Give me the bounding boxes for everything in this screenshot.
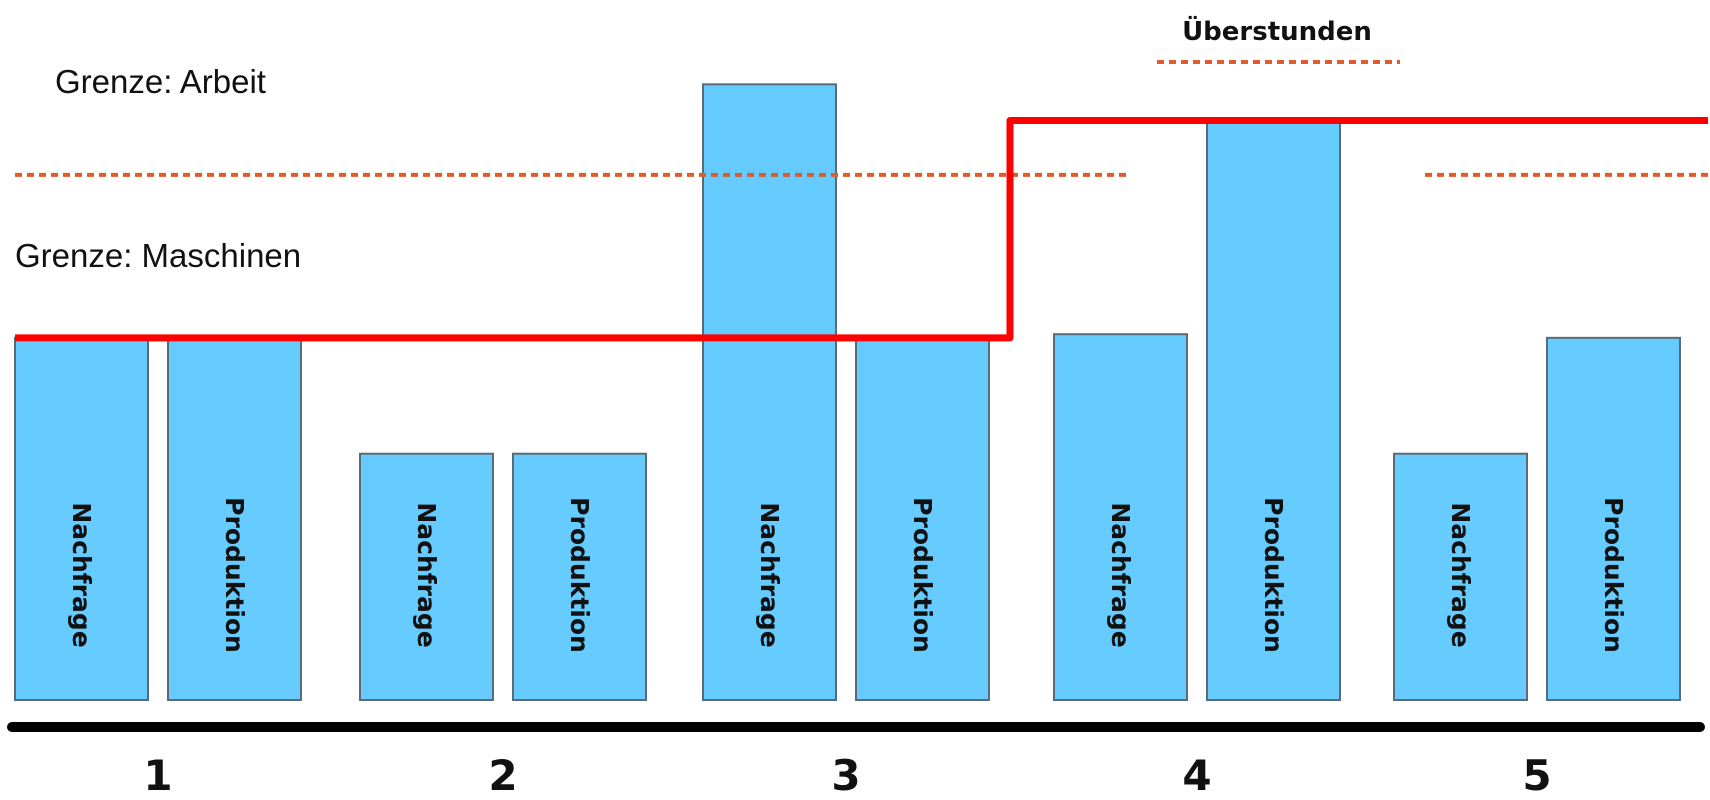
- x-tick-label-5: 5: [1522, 751, 1551, 800]
- x-tick-label-2: 2: [488, 751, 517, 800]
- bar-label-nachfrage-5: Nachfrage: [1446, 502, 1475, 647]
- bar-label-produktion-3: Produktion: [908, 497, 937, 653]
- x-tick-label-4: 4: [1182, 751, 1211, 800]
- bar-label-nachfrage-1: Nachfrage: [67, 502, 96, 647]
- bar-label-produktion-5: Produktion: [1599, 497, 1628, 653]
- limit-label-maschinen: Grenze: Maschinen: [15, 237, 301, 274]
- overtime-label: Überstunden: [1182, 14, 1372, 47]
- x-tick-label-3: 3: [831, 751, 860, 800]
- bar-label-nachfrage-2: Nachfrage: [412, 502, 441, 647]
- limit-label-arbeit: Grenze: Arbeit: [55, 63, 266, 100]
- bar-label-nachfrage-4: Nachfrage: [1106, 502, 1135, 647]
- x-tick-labels: 1 2 3 4 5: [143, 751, 1551, 800]
- bar-label-produktion-4: Produktion: [1259, 497, 1288, 653]
- capacity-step-line: [15, 121, 1708, 338]
- bar-label-produktion-2: Produktion: [565, 497, 594, 653]
- bar-label-nachfrage-3: Nachfrage: [755, 502, 784, 647]
- limit-lines-layer: [15, 62, 1708, 338]
- bar-label-produktion-1: Produktion: [220, 497, 249, 653]
- x-tick-label-1: 1: [143, 751, 172, 800]
